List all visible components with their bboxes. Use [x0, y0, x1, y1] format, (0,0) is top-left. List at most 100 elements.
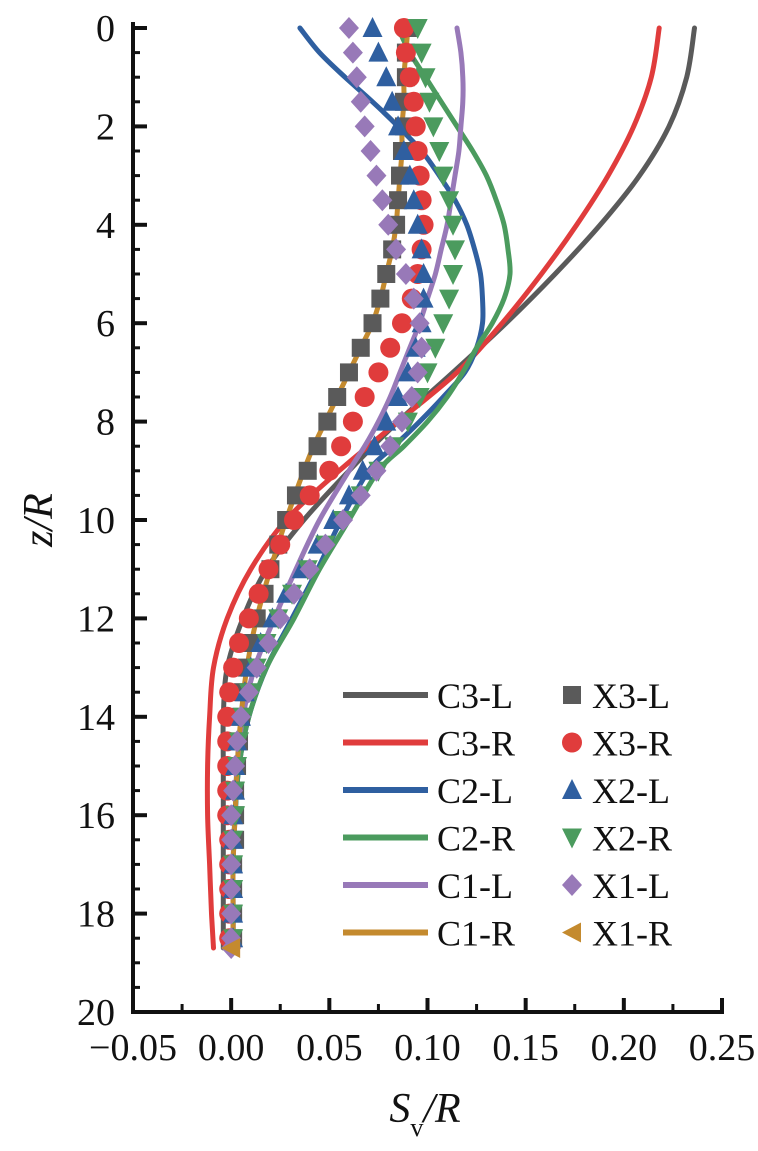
x-axis-title-main: S	[389, 1086, 410, 1132]
data-point-x2-r	[429, 142, 450, 162]
legend-label: C1-L	[437, 866, 513, 906]
y-tick-label: 20	[77, 992, 115, 1034]
data-point-x2-r	[439, 289, 460, 310]
x-tick-label: 0.00	[198, 1027, 265, 1069]
data-point-x3-r	[270, 534, 291, 555]
series-line-c2-r	[230, 25, 513, 951]
legend-entry-c1-r: C1-R	[343, 914, 515, 954]
data-point-x3-r	[299, 485, 320, 506]
data-point-x2-l	[376, 410, 397, 431]
data-point-x3-r	[248, 583, 269, 604]
x-axis-title-sub: v	[410, 1113, 423, 1142]
data-point-x3-r	[393, 18, 414, 38]
data-point-x2-l	[382, 90, 403, 111]
x-axis-ticks: −0.05 0.00 0.05 0.10 0.15 0.20 0.25	[89, 998, 755, 1069]
data-point-x1-l	[221, 902, 242, 925]
data-point-x3-l	[339, 363, 358, 382]
data-point-x2-r	[415, 68, 436, 89]
data-point-x3-l	[308, 437, 327, 456]
data-point-x1-l	[270, 607, 291, 630]
data-point-x3-r	[331, 436, 352, 457]
data-point-x2-l	[376, 66, 397, 87]
legend: C3-L C3-R C2-L C2-R C1-L C1-R X3-L X3-R X2-L X2-R…	[343, 676, 672, 954]
x-tick-label: −0.05	[89, 1027, 177, 1069]
data-point-x2-l	[411, 238, 432, 259]
data-point-x1-l	[238, 681, 259, 704]
data-point-x3-r	[229, 633, 250, 653]
data-point-x3-l	[298, 461, 317, 480]
data-point-x1-l	[401, 386, 422, 408]
x-axis-title: Sv/R	[389, 1086, 460, 1142]
data-point-x3-r	[407, 141, 428, 161]
data-point-x1-l	[342, 41, 363, 64]
y-axis-ticks: 0 2 4 6 8 10 12 14 16 18 20	[77, 8, 147, 1034]
legend-label: X1-L	[592, 866, 670, 906]
x-tick-label: 0.25	[689, 1027, 756, 1069]
data-point-x2-r	[407, 19, 428, 39]
legend-marker	[562, 922, 581, 943]
data-point-x1-l	[246, 656, 267, 679]
legend-entry-c3-r: C3-R	[343, 724, 515, 764]
data-point-x3-l	[286, 486, 305, 505]
y-tick-label: 18	[77, 894, 115, 936]
data-point-x3-r	[217, 706, 238, 727]
legend-marker	[562, 779, 582, 799]
marker-series-x1-l	[221, 17, 432, 960]
data-point-x2-l	[403, 189, 424, 210]
legend-entry-c1-l: C1-L	[343, 866, 513, 906]
y-tick-label: 12	[77, 598, 115, 640]
data-point-x2-l	[413, 263, 434, 283]
legend-entry-x3-l: X3-L	[563, 676, 670, 716]
legend-marker	[562, 732, 582, 753]
data-point-x1-l	[350, 484, 371, 507]
data-point-x3-l	[389, 191, 408, 210]
x-tick-label: 0.05	[296, 1027, 363, 1069]
legend-marker	[563, 686, 581, 704]
legend-label: X3-L	[592, 676, 670, 716]
data-point-x2-r	[433, 166, 454, 187]
x-tick-label: 0.15	[492, 1027, 559, 1069]
y-axis-title-z: z	[16, 530, 62, 547]
data-point-x2-r	[419, 92, 440, 113]
legend-marker	[562, 828, 582, 849]
legend-entry-x3-r: X3-R	[562, 724, 672, 764]
data-point-x3-r	[223, 657, 244, 678]
data-point-x2-l	[338, 484, 359, 505]
legend-entry-x2-r: X2-R	[562, 819, 672, 859]
data-point-x3-r	[403, 91, 424, 112]
y-tick-label: 8	[96, 402, 115, 444]
data-point-x1-l	[221, 853, 242, 876]
data-point-x2-l	[393, 140, 414, 160]
y-tick-label: 2	[96, 106, 115, 148]
data-point-x2-l	[388, 386, 409, 406]
legend-label: C3-R	[437, 724, 515, 764]
data-point-x1-l	[366, 164, 387, 187]
legend-label: C2-L	[437, 771, 513, 811]
data-point-x2-l	[364, 435, 385, 456]
data-point-x3-r	[399, 67, 420, 88]
y-tick-label: 0	[96, 8, 115, 50]
data-point-x3-l	[351, 338, 370, 357]
data-point-x2-r	[443, 215, 464, 236]
y-tick-label: 16	[77, 795, 115, 837]
y-tick-label: 4	[96, 205, 115, 247]
data-point-x2-r	[433, 314, 454, 335]
legend-label: X2-R	[592, 819, 672, 859]
data-point-x3-r	[380, 337, 401, 358]
data-point-x2-r	[439, 191, 460, 212]
data-point-x3-r	[391, 313, 412, 334]
data-point-x2-r	[423, 117, 444, 138]
marker-series-x1-r	[221, 938, 241, 959]
data-point-x3-l	[363, 314, 382, 333]
x-tick-label: 0.10	[394, 1027, 461, 1069]
data-point-x3-r	[238, 608, 259, 629]
data-point-x3-l	[371, 289, 390, 308]
legend-entry-c3-l: C3-L	[343, 676, 513, 716]
data-point-x2-r	[444, 240, 465, 261]
legend-label: X2-L	[592, 771, 670, 811]
data-point-x1-l	[360, 140, 381, 162]
legend-label: C1-R	[437, 914, 515, 954]
data-point-x1-l	[227, 730, 248, 753]
y-axis-title: z/R	[16, 493, 62, 548]
